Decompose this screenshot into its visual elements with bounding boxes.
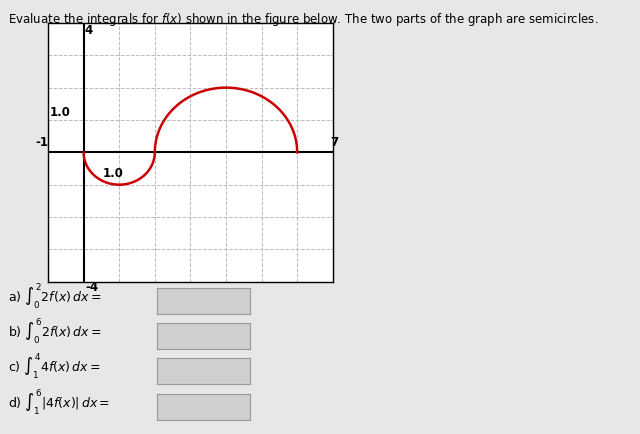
Text: 1.0: 1.0	[103, 167, 124, 180]
Text: a) $\int_0^2 2f(x)\, dx =$: a) $\int_0^2 2f(x)\, dx =$	[8, 281, 102, 310]
Text: -1: -1	[36, 136, 49, 149]
Text: c) $\int_1^4 4f(x)\, dx =$: c) $\int_1^4 4f(x)\, dx =$	[8, 350, 101, 380]
Text: -4: -4	[85, 280, 99, 293]
Text: 7: 7	[330, 136, 338, 149]
Text: Evaluate the integrals for $f(x)$ shown in the figure below. The two parts of th: Evaluate the integrals for $f(x)$ shown …	[8, 11, 598, 28]
Text: 1.0: 1.0	[50, 106, 70, 119]
Text: 4: 4	[84, 24, 93, 37]
Text: b) $\int_0^6 2f(x)\, dx =$: b) $\int_0^6 2f(x)\, dx =$	[8, 316, 102, 345]
Text: d) $\int_1^6 |4f(x)|\, dx =$: d) $\int_1^6 |4f(x)|\, dx =$	[8, 386, 111, 416]
